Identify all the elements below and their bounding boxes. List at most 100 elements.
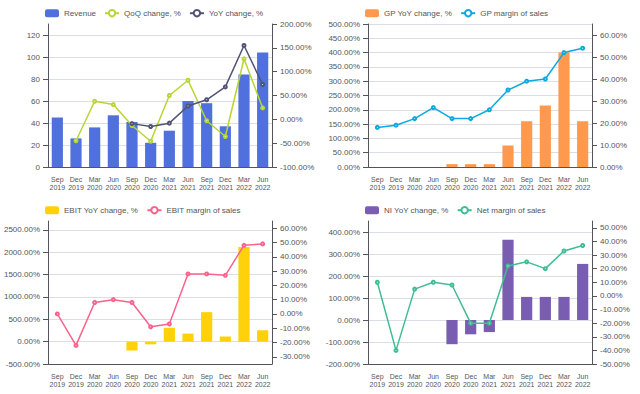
svg-text:Sep: Sep <box>126 373 139 381</box>
svg-text:-100.00%: -100.00% <box>326 338 360 347</box>
svg-text:2021: 2021 <box>482 184 498 191</box>
svg-text:Dec: Dec <box>539 373 552 380</box>
svg-text:Sep: Sep <box>446 176 459 184</box>
svg-text:2022: 2022 <box>556 184 572 191</box>
svg-text:Mar: Mar <box>483 373 496 380</box>
svg-text:400.00%: 400.00% <box>328 228 360 237</box>
svg-text:100.00%: 100.00% <box>328 294 360 303</box>
svg-text:2021: 2021 <box>500 381 516 388</box>
svg-text:Mar: Mar <box>89 176 102 183</box>
svg-text:0.00%: 0.00% <box>17 337 40 346</box>
svg-text:Jun: Jun <box>257 176 268 183</box>
svg-text:300.00%: 300.00% <box>328 77 360 86</box>
svg-text:450.00%: 450.00% <box>328 34 360 43</box>
svg-text:2019: 2019 <box>388 184 404 191</box>
svg-text:Dec: Dec <box>464 373 477 380</box>
svg-text:Mar: Mar <box>558 373 571 380</box>
svg-text:-10.00%: -10.00% <box>280 324 310 333</box>
svg-text:2022: 2022 <box>575 381 591 388</box>
svg-text:40: 40 <box>31 119 40 128</box>
svg-text:Jun: Jun <box>182 176 193 183</box>
svg-text:Mar: Mar <box>238 176 251 183</box>
svg-text:2022: 2022 <box>255 184 271 191</box>
svg-text:Sep: Sep <box>520 176 533 184</box>
svg-text:50.00%: 50.00% <box>280 238 307 247</box>
svg-text:2020: 2020 <box>143 381 159 388</box>
svg-text:400.00%: 400.00% <box>328 48 360 57</box>
svg-text:20.00%: 20.00% <box>600 119 627 128</box>
svg-text:Jun: Jun <box>182 373 193 380</box>
svg-text:2020: 2020 <box>407 381 423 388</box>
svg-text:2021: 2021 <box>538 381 554 388</box>
svg-text:2022: 2022 <box>255 381 271 388</box>
svg-text:QoQ change, %: QoQ change, % <box>124 9 181 18</box>
svg-text:2020: 2020 <box>124 381 140 388</box>
svg-text:10.00%: 10.00% <box>600 141 627 150</box>
svg-text:Sep: Sep <box>520 373 533 381</box>
svg-text:2020: 2020 <box>124 184 140 191</box>
svg-text:Dec: Dec <box>539 176 552 183</box>
svg-text:-200.00%: -200.00% <box>326 360 360 369</box>
svg-text:0.00%: 0.00% <box>337 163 360 172</box>
svg-text:Dec: Dec <box>219 373 232 380</box>
svg-text:2020: 2020 <box>106 381 122 388</box>
svg-text:YoY change, %: YoY change, % <box>209 9 263 18</box>
svg-text:0.00%: 0.00% <box>280 309 303 318</box>
svg-text:1500.00%: 1500.00% <box>4 270 40 279</box>
svg-text:Jun: Jun <box>428 176 439 183</box>
svg-text:Sep: Sep <box>200 176 213 184</box>
svg-text:2020: 2020 <box>463 381 479 388</box>
svg-text:2021: 2021 <box>180 184 196 191</box>
svg-text:2020: 2020 <box>106 184 122 191</box>
svg-text:0: 0 <box>36 163 41 172</box>
svg-text:200.00%: 200.00% <box>328 272 360 281</box>
svg-text:2021: 2021 <box>199 381 215 388</box>
svg-text:20: 20 <box>31 141 40 150</box>
svg-text:2021: 2021 <box>162 381 178 388</box>
svg-text:40.00%: 40.00% <box>600 237 627 246</box>
svg-text:Sep: Sep <box>126 176 139 184</box>
svg-text:2019: 2019 <box>370 381 386 388</box>
svg-text:GP margin of sales: GP margin of sales <box>480 9 548 18</box>
svg-text:2019: 2019 <box>68 381 84 388</box>
svg-text:300.00%: 300.00% <box>328 250 360 259</box>
svg-text:Net margin of sales: Net margin of sales <box>477 206 546 215</box>
svg-text:2021: 2021 <box>162 184 178 191</box>
svg-text:NI YoY change, %: NI YoY change, % <box>384 206 448 215</box>
svg-text:Jun: Jun <box>108 373 119 380</box>
svg-text:Dec: Dec <box>144 176 157 183</box>
svg-text:30.00%: 30.00% <box>600 97 627 106</box>
svg-text:2021: 2021 <box>500 184 516 191</box>
svg-text:1000.00%: 1000.00% <box>4 292 40 301</box>
svg-text:2020: 2020 <box>87 184 103 191</box>
svg-text:Dec: Dec <box>219 176 232 183</box>
svg-text:60.00%: 60.00% <box>600 31 627 40</box>
svg-text:-30.00%: -30.00% <box>280 352 310 361</box>
svg-text:Mar: Mar <box>409 176 422 183</box>
svg-text:2020: 2020 <box>444 381 460 388</box>
svg-text:0.00%: 0.00% <box>600 163 623 172</box>
svg-text:30.00%: 30.00% <box>600 251 627 260</box>
svg-text:2021: 2021 <box>519 184 535 191</box>
svg-text:2020: 2020 <box>463 184 479 191</box>
svg-text:100.00%: 100.00% <box>328 134 360 143</box>
svg-text:2022: 2022 <box>236 381 252 388</box>
svg-text:Sep: Sep <box>446 373 459 381</box>
svg-text:2022: 2022 <box>236 184 252 191</box>
svg-text:500.00%: 500.00% <box>328 20 360 29</box>
svg-text:40.00%: 40.00% <box>600 75 627 84</box>
svg-text:100: 100 <box>27 53 41 62</box>
svg-text:2021: 2021 <box>218 184 234 191</box>
svg-text:-20.00%: -20.00% <box>600 319 630 328</box>
svg-text:Jun: Jun <box>502 176 513 183</box>
svg-text:0.00%: 0.00% <box>280 115 303 124</box>
svg-text:Sep: Sep <box>51 176 64 184</box>
svg-text:2022: 2022 <box>575 184 591 191</box>
svg-text:Mar: Mar <box>163 373 176 380</box>
svg-text:50.00%: 50.00% <box>600 223 627 232</box>
svg-text:Sep: Sep <box>371 176 384 184</box>
svg-text:2020: 2020 <box>426 381 442 388</box>
svg-text:Jun: Jun <box>577 176 588 183</box>
svg-text:150.00%: 150.00% <box>328 120 360 129</box>
svg-text:Mar: Mar <box>409 373 422 380</box>
